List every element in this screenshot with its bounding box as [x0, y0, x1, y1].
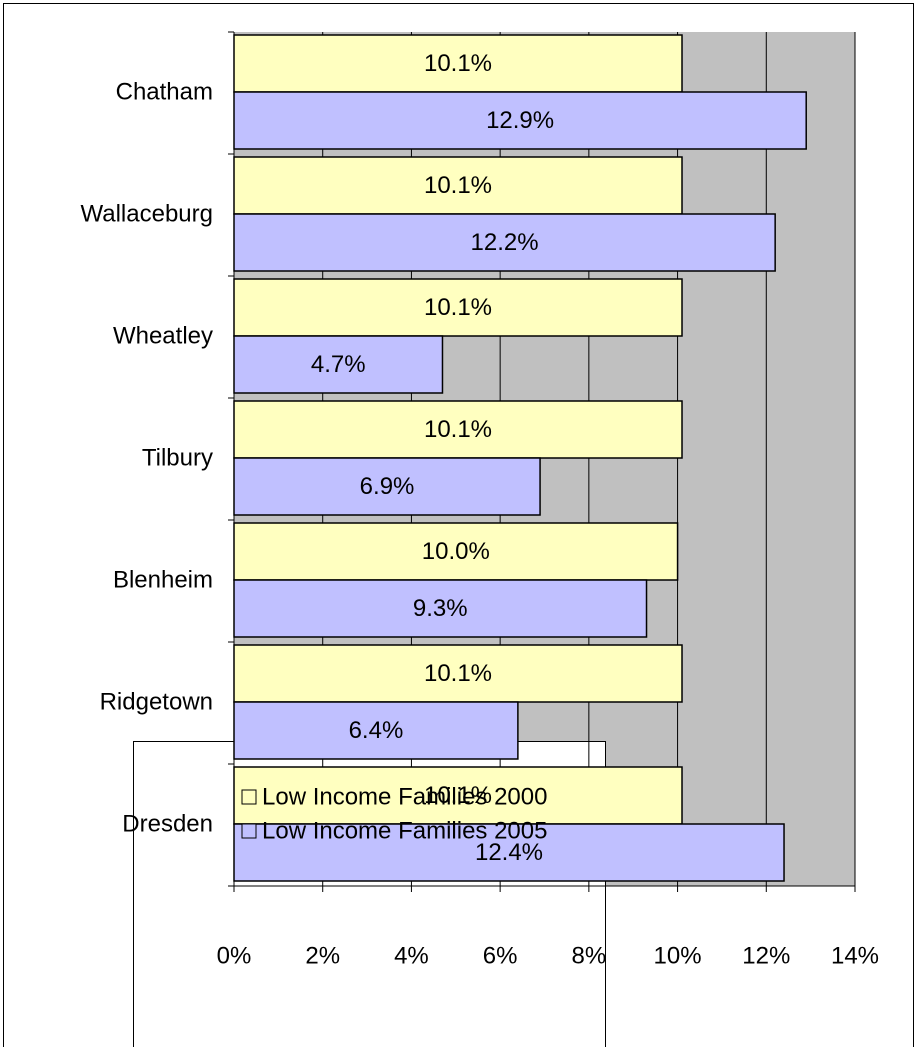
legend-swatch: [241, 823, 257, 839]
bar-value-label: 6.9%: [360, 473, 415, 500]
bar: [233, 34, 683, 93]
bar: [233, 579, 648, 638]
bar-value-label: 10.0%: [422, 538, 490, 565]
x-tick-label: 0%: [217, 942, 252, 969]
y-tick-label: Ridgetown: [100, 688, 213, 715]
bar: [233, 766, 683, 825]
bar-value-label: 6.4%: [349, 717, 404, 744]
y-tick-label: Chatham: [116, 78, 213, 105]
bar-value-label: 10.1%: [424, 50, 492, 77]
bar-value-label: 12.2%: [471, 229, 539, 256]
legend-label: Low Income Families 2005: [262, 817, 547, 844]
y-tick-label: Blenheim: [113, 566, 213, 593]
bar-value-label: 10.1%: [424, 660, 492, 687]
bar-value-label: 12.9%: [486, 107, 554, 134]
bar-value-label: 10.1%: [424, 416, 492, 443]
bar-value-label: 12.4%: [475, 839, 543, 866]
bar: [233, 278, 683, 337]
y-tick-label: Wallaceburg: [80, 200, 213, 227]
bar: [233, 213, 776, 272]
x-tick-label: 12%: [742, 942, 790, 969]
legend-label: Low Income Families 2000: [262, 783, 547, 810]
x-tick-label: 2%: [305, 942, 340, 969]
bar: [233, 823, 785, 882]
y-tick-label: Wheatley: [113, 322, 213, 349]
x-tick-label: 4%: [394, 942, 429, 969]
bar: [233, 457, 541, 516]
x-tick-label: 14%: [831, 942, 879, 969]
legend-swatch: [241, 789, 257, 805]
y-tick-label: Tilbury: [142, 444, 213, 471]
bar: [233, 335, 444, 394]
bar-value-label: 10.1%: [424, 294, 492, 321]
x-tick-label: 10%: [654, 942, 702, 969]
x-tick-label: 8%: [572, 942, 607, 969]
bar-value-label: 10.1%: [424, 172, 492, 199]
bar-value-label: 10.1%: [424, 782, 492, 809]
x-tick-label: 6%: [483, 942, 518, 969]
bar: [233, 701, 519, 760]
bar: [233, 91, 807, 150]
bar-value-label: 9.3%: [413, 595, 468, 622]
bar-value-label: 4.7%: [311, 351, 366, 378]
y-tick-label: Dresden: [122, 810, 213, 837]
